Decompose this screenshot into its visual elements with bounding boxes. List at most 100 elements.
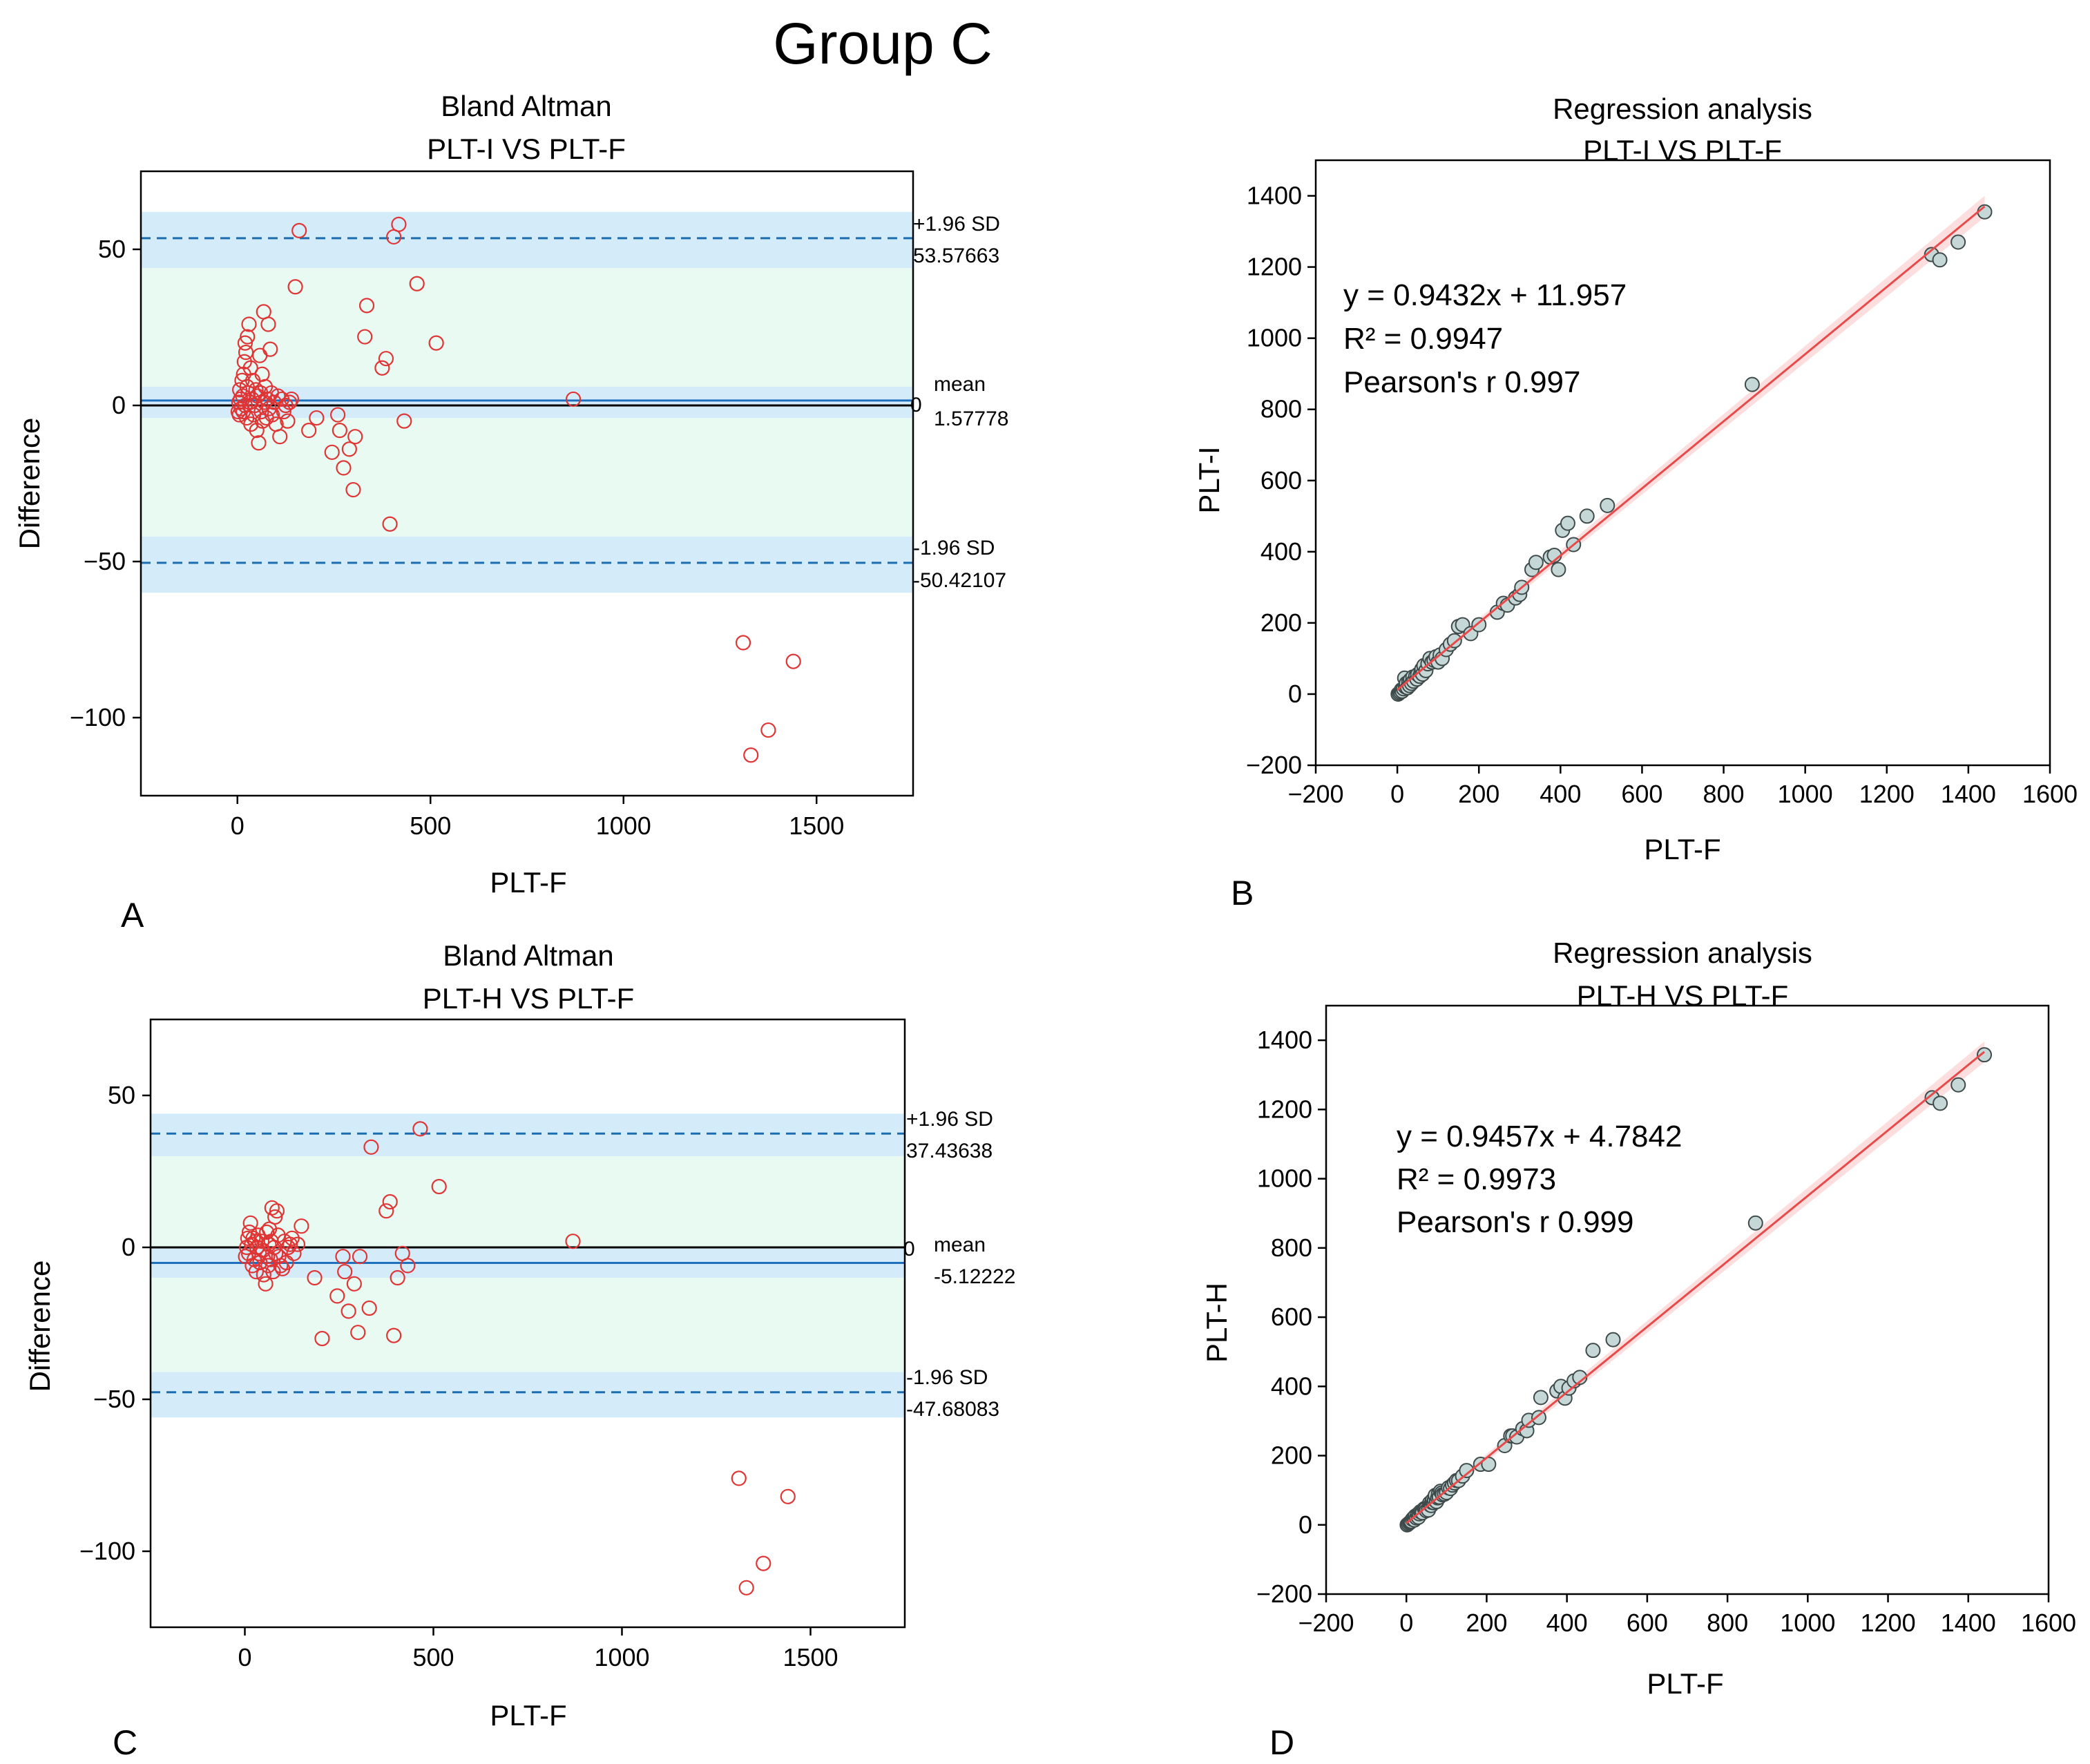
panel-d-point-62 xyxy=(1585,1343,1601,1359)
panel-a-lower-ci-band xyxy=(141,536,913,593)
panel-d-xtick-label-6: 1000 xyxy=(1780,1609,1835,1637)
panel-b-ytick-label-6: 1000 xyxy=(1247,324,1302,352)
panel-b-point-52 xyxy=(1560,515,1575,531)
panel-b-point-39 xyxy=(1471,617,1487,633)
panel-d-point-64 xyxy=(1747,1215,1763,1231)
panel-c-ytick-label-1: −50 xyxy=(93,1385,135,1413)
panel-b-xtick-label-0: −200 xyxy=(1287,780,1343,808)
panel-a-point-52 xyxy=(280,413,296,429)
panel-d-xtick-label-9: 1600 xyxy=(2021,1609,2076,1637)
panel-b-xtick-label-4: 600 xyxy=(1621,780,1662,808)
panel-a-point-48 xyxy=(272,429,288,445)
panel-b-ytick-label-4: 600 xyxy=(1260,466,1302,495)
panel-c-point-65 xyxy=(731,1470,747,1486)
panel-a-lower-value: -50.42107 xyxy=(913,569,1006,592)
panel-b-xtick-label-6: 1000 xyxy=(1778,780,1833,808)
panel-c-point-48 xyxy=(335,1249,351,1265)
panel-d-ytick-label-3: 400 xyxy=(1271,1372,1312,1400)
panel-d-ytick-label-2: 200 xyxy=(1271,1441,1312,1470)
panel-d-xtick-label-1: 0 xyxy=(1399,1609,1413,1637)
panel-c-point-49 xyxy=(337,1264,353,1280)
panel-a-point-75 xyxy=(428,335,444,351)
panel-c-point-54 xyxy=(361,1300,377,1316)
panel-b-point-59 xyxy=(1950,234,1966,250)
panel-a-title-line1: Bland Altman xyxy=(441,90,612,122)
panel-c-point-20 xyxy=(259,1224,275,1240)
panel-c-point-18 xyxy=(256,1267,271,1283)
panel-c-point-42 xyxy=(286,1245,302,1261)
panel-b-title-line1: Regression analysis xyxy=(1553,93,1812,125)
panel-d-xtick-label-8: 1400 xyxy=(1941,1609,1996,1637)
panel-c-upper-ci-band xyxy=(151,1113,905,1156)
panel-b-xtick-label-8: 1400 xyxy=(1941,780,1996,808)
panel-c-point-19 xyxy=(258,1276,274,1292)
panel-a-frame xyxy=(140,170,914,797)
panel-a-point-29 xyxy=(251,435,267,451)
panel-a-point-79 xyxy=(760,722,776,738)
panel-b-xlabel: PLT-F xyxy=(1644,833,1720,865)
panel-b-point-55 xyxy=(1600,497,1616,513)
panel-a-point-58 xyxy=(309,410,325,426)
panel-a-mean-value: 1.57778 xyxy=(934,408,1008,430)
panel-a-point-55 xyxy=(287,279,303,295)
panel-a-point-26 xyxy=(248,382,264,398)
panel-d-xtick-label-5: 800 xyxy=(1707,1609,1748,1637)
panel-d-point-44 xyxy=(1459,1463,1475,1479)
panel-a-point-66 xyxy=(357,329,373,345)
panel-c-mean-value: -5.12222 xyxy=(934,1265,1015,1288)
panel-c-point-52 xyxy=(350,1325,366,1341)
panel-d-point-68 xyxy=(1977,1047,1993,1063)
panel-b-ytick-label-2: 200 xyxy=(1260,608,1302,637)
panel-c-point-50 xyxy=(341,1303,356,1319)
panel-d-point-66 xyxy=(1933,1095,1948,1111)
panel-a-point-80 xyxy=(785,653,801,669)
panel-b-pearson: Pearson's r 0.997 xyxy=(1343,365,1581,399)
panel-d-ytick-label-0: −200 xyxy=(1256,1580,1312,1608)
panel-c-point-53 xyxy=(352,1249,368,1265)
panel-c: Bland Altman PLT-H VS PLT-F 0 500 1000 1500… xyxy=(23,939,1015,1732)
panel-b-point-50 xyxy=(1551,562,1566,577)
panel-c-point-63 xyxy=(431,1178,447,1195)
panel-a-point-67 xyxy=(358,298,375,314)
panel-a-ytick-label-2: 0 xyxy=(112,391,126,419)
panel-a-ytick-label-1: −50 xyxy=(84,547,126,575)
panel-d-xtick-label-7: 1200 xyxy=(1861,1609,1916,1637)
panel-a-point-20 xyxy=(242,360,258,376)
panel-b-point-35 xyxy=(1446,633,1462,649)
panel-b-plot: −200 0 200 400 600 800 1000 1200 1400 1600 −200 0 20… xyxy=(1246,159,2078,808)
panel-d-xlabel: PLT-F xyxy=(1647,1667,1723,1700)
panel-c-xtick-label-0: 0 xyxy=(238,1643,251,1671)
panel-c-lower-ci-band xyxy=(151,1372,905,1418)
panel-b-xtick-label-9: 1600 xyxy=(2022,780,2078,808)
panel-c-ytick-label-3: 50 xyxy=(108,1081,135,1109)
panel-b-ytick-label-1: 0 xyxy=(1288,680,1302,708)
panel-d-point-54 xyxy=(1531,1410,1546,1426)
panel-b-equation: y = 0.9432x + 11.957 xyxy=(1343,278,1627,312)
panel-c-ylabel: Difference xyxy=(23,1260,56,1392)
panel-d-point-63 xyxy=(1605,1332,1621,1348)
panel-b-point-56 xyxy=(1744,376,1760,392)
panel-a-title-line2: PLT-I VS PLT-F xyxy=(427,133,626,165)
panel-d-ylabel: PLT-H xyxy=(1200,1283,1233,1363)
panel-b-r2: R² = 0.9947 xyxy=(1343,322,1503,356)
panel-a-point-56 xyxy=(291,222,307,238)
panel-a-ytick-label-3: 50 xyxy=(98,235,126,263)
panel-c-plot: 0 500 1000 1500 −100 −50 0 50 xyxy=(79,1018,906,1671)
panel-c-ytick-label-0: −100 xyxy=(79,1537,135,1565)
panel-d: Regression analysis PLT-H VS PLT-F −200 0… xyxy=(1200,937,2076,1700)
panel-c-point-64 xyxy=(565,1234,581,1249)
panel-a-point-74 xyxy=(409,276,425,291)
panel-c-title-line2: PLT-H VS PLT-F xyxy=(423,982,635,1015)
panel-c-frame xyxy=(149,1018,906,1629)
panel-c-point-45 xyxy=(307,1269,323,1286)
panel-b-frame xyxy=(1314,159,2051,767)
panel-d-point-55 xyxy=(1533,1390,1549,1406)
panel-c-xtick-label-2: 1000 xyxy=(594,1643,649,1671)
panel-c-xlabel: PLT-F xyxy=(490,1699,566,1732)
panel-d-ytick-label-7: 1200 xyxy=(1257,1095,1312,1123)
panel-c-point-30 xyxy=(267,1209,283,1225)
panel-a-point-69 xyxy=(378,351,394,367)
panel-c-point-11 xyxy=(248,1264,264,1280)
panel-d-xtick-label-3: 400 xyxy=(1546,1609,1588,1637)
